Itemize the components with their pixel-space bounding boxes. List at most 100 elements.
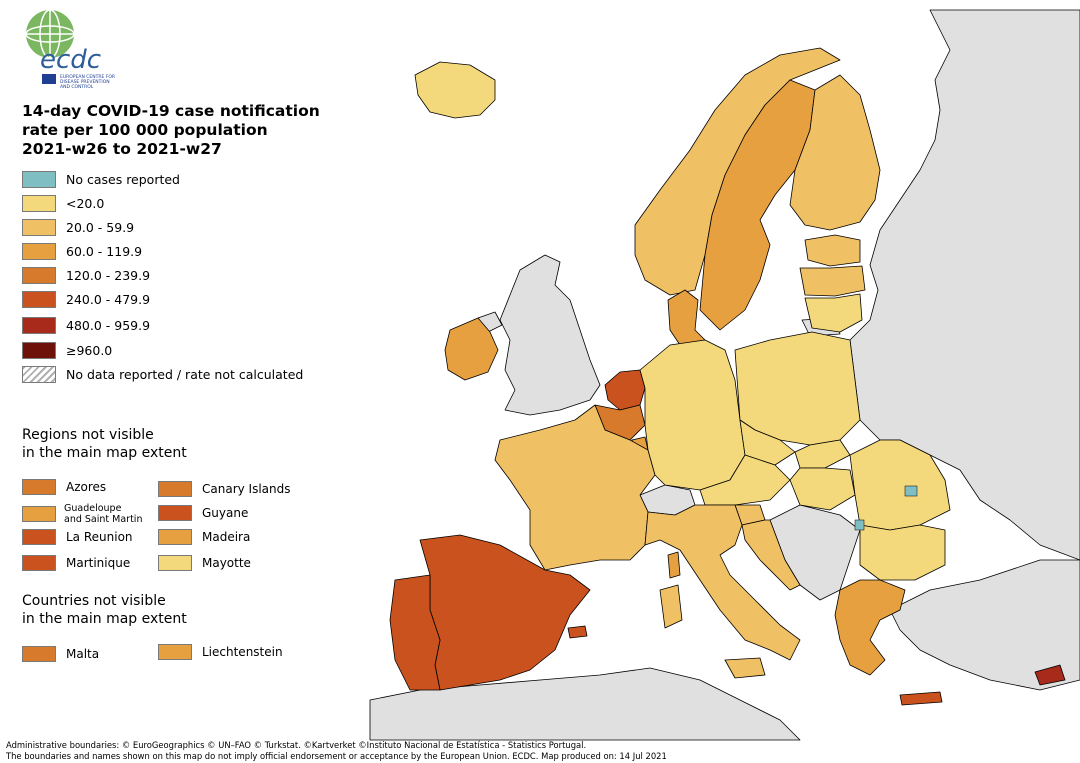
countries-heading: Countries not visible in the main map ex… <box>22 592 187 628</box>
balearic-islands <box>567 625 588 639</box>
country-swatch <box>22 646 56 662</box>
footer-line-2: The boundaries and names shown on this m… <box>6 750 667 761</box>
cyprus <box>1034 664 1066 686</box>
legend-item: 120.0 - 239.9 <box>22 266 150 284</box>
germany <box>639 339 746 491</box>
western-balkans <box>769 504 861 601</box>
ecdc-wordmark: ecdc <box>40 45 101 75</box>
no-cases-patch-1 <box>904 485 918 497</box>
region-label: Azores <box>66 480 107 494</box>
estonia <box>804 234 861 267</box>
country-item: Malta <box>22 646 99 662</box>
regions-heading-line-2: in the main map extent <box>22 445 187 461</box>
legend-swatch <box>22 194 56 212</box>
legend-item: 480.0 - 959.9 <box>22 316 150 334</box>
region-label-line-1: Guadeloupe <box>64 503 122 514</box>
legend-item: ≥960.0 <box>22 341 112 359</box>
countries-heading-line-2: in the main map extent <box>22 611 187 627</box>
legend-item: 60.0 - 119.9 <box>22 242 142 260</box>
region-swatch <box>22 529 56 545</box>
country-item: Liechtenstein <box>158 644 283 660</box>
country-swatch <box>158 644 192 660</box>
region-item: Madeira <box>158 529 250 545</box>
region-item: Mayotte <box>158 555 251 571</box>
sicily <box>724 657 766 679</box>
legend-swatch <box>22 242 56 260</box>
legend-item: 240.0 - 479.9 <box>22 290 150 308</box>
sardinia <box>659 584 683 629</box>
finland <box>789 74 881 231</box>
latvia <box>799 265 866 297</box>
region-swatch <box>22 479 56 495</box>
poland <box>734 331 861 446</box>
region-swatch <box>22 555 56 571</box>
region-item: Azores <box>22 479 106 495</box>
region-item: La Reunion <box>22 529 133 545</box>
region-item: Canary Islands <box>158 481 291 497</box>
no-cases-patch-2 <box>854 519 865 531</box>
lithuania <box>804 293 863 333</box>
legend-item: <20.0 <box>22 194 104 212</box>
region-item: Guadeloupe and Saint Martin <box>22 503 142 525</box>
region-label: Guadeloupe and Saint Martin <box>64 503 142 525</box>
corsica <box>667 551 681 579</box>
org-line-3: AND CONTROL <box>60 84 94 90</box>
legend-label: No cases reported <box>66 171 180 187</box>
legend-item: 20.0 - 59.9 <box>22 218 134 236</box>
legend-swatch <box>22 341 56 359</box>
legend-label: No data reported / rate not calculated <box>66 366 304 382</box>
region-swatch <box>158 529 192 545</box>
legend-label: 120.0 - 239.9 <box>66 267 151 283</box>
non-eu-land <box>369 9 1080 741</box>
region-label: Madeira <box>202 530 251 544</box>
netherlands <box>604 369 646 411</box>
legend-label: 480.0 - 959.9 <box>66 317 151 333</box>
legend-item: No cases reported <box>22 170 180 188</box>
ireland <box>444 317 499 381</box>
country-label: Liechtenstein <box>202 645 283 659</box>
region-swatch <box>158 555 192 571</box>
legend-swatch <box>22 266 56 284</box>
region-label: La Reunion <box>66 530 133 544</box>
legend-swatch <box>22 170 56 188</box>
region-swatch <box>158 481 192 497</box>
countries-heading-line-1: Countries not visible <box>22 593 166 609</box>
legend-label: 60.0 - 119.9 <box>66 243 143 259</box>
croatia <box>741 519 801 591</box>
great-britain <box>499 254 601 416</box>
legend-label: <20.0 <box>66 195 105 211</box>
map-title: 14-day COVID-19 case notification rate p… <box>22 102 320 159</box>
region-swatch <box>158 505 192 521</box>
italy <box>644 504 801 661</box>
turkey <box>889 559 1080 691</box>
crete <box>899 691 943 706</box>
legend-swatch <box>22 365 56 383</box>
legend-item: No data reported / rate not calculated <box>22 365 303 383</box>
denmark <box>667 289 706 346</box>
title-line-2: rate per 100 000 population <box>22 121 268 139</box>
region-label: Martinique <box>66 556 131 570</box>
region-label: Canary Islands <box>202 482 291 496</box>
ecdc-logo: ecdc EUROPEAN CENTRE FOR DISEASE PREVENT… <box>18 6 128 96</box>
org-line-2: DISEASE PREVENTION <box>60 79 110 85</box>
legend-swatch <box>22 290 56 308</box>
regions-heading-line-1: Regions not visible <box>22 427 154 443</box>
legend-label: 20.0 - 59.9 <box>66 219 135 235</box>
regions-heading: Regions not visible in the main map exte… <box>22 426 187 462</box>
greece <box>834 579 906 676</box>
footer-line-1: Administrative boundaries: © EuroGeograp… <box>6 740 587 750</box>
romania <box>849 439 951 531</box>
north-africa <box>369 667 801 741</box>
region-label-line-2: and Saint Martin <box>64 514 143 525</box>
legend-swatch <box>22 316 56 334</box>
org-line-1: EUROPEAN CENTRE FOR <box>60 74 115 80</box>
region-label: Mayotte <box>202 556 251 570</box>
legend-swatch <box>22 218 56 236</box>
country-label: Malta <box>66 647 100 661</box>
title-line-3: 2021-w26 to 2021-w27 <box>22 140 222 158</box>
region-item: Martinique <box>22 555 130 571</box>
footer-attribution: Administrative boundaries: © EuroGeograp… <box>6 740 667 761</box>
sweden <box>699 79 816 331</box>
region-swatch <box>22 506 56 522</box>
